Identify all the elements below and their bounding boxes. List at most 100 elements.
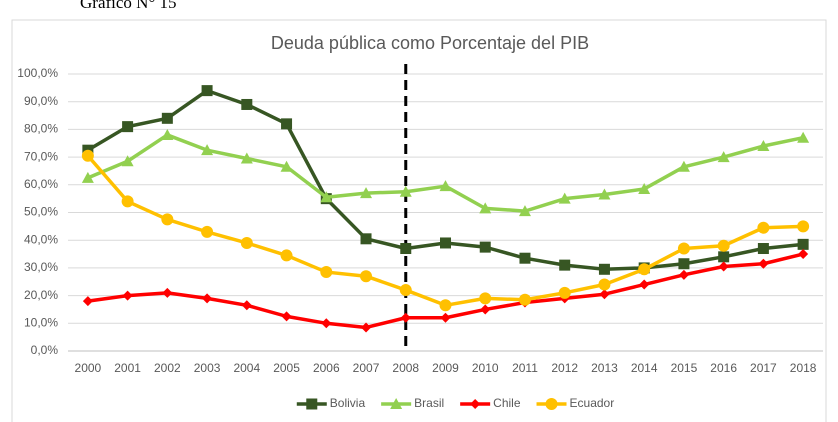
x-tick-label: 2009 xyxy=(432,361,459,375)
marker xyxy=(439,180,452,192)
y-tick-label: 0,0% xyxy=(31,343,59,357)
marker xyxy=(360,187,373,199)
y-tick-label: 10,0% xyxy=(24,315,58,329)
marker xyxy=(399,185,412,197)
marker xyxy=(470,399,481,409)
marker xyxy=(81,171,94,183)
marker xyxy=(638,182,651,194)
x-tick-label: 2013 xyxy=(591,361,618,375)
marker xyxy=(281,311,292,322)
marker xyxy=(82,296,93,307)
marker xyxy=(241,300,252,311)
y-tick-label: 90,0% xyxy=(24,94,58,108)
marker xyxy=(280,160,293,172)
marker xyxy=(479,202,492,214)
marker xyxy=(280,249,293,262)
marker xyxy=(121,155,134,167)
marker xyxy=(598,263,610,275)
y-tick-label: 80,0% xyxy=(24,122,58,136)
marker xyxy=(518,293,531,306)
y-tick-label: 60,0% xyxy=(24,177,58,191)
marker xyxy=(717,239,730,252)
legend-label: Bolivia xyxy=(330,396,366,410)
marker xyxy=(306,398,318,410)
x-tick-label: 2015 xyxy=(671,361,698,375)
marker xyxy=(400,243,412,255)
y-tick-label: 20,0% xyxy=(24,288,58,302)
marker xyxy=(797,131,810,143)
marker xyxy=(558,192,571,204)
marker xyxy=(757,221,770,234)
y-tick-label: 70,0% xyxy=(24,149,58,163)
legend-label: Chile xyxy=(493,396,521,410)
marker xyxy=(599,289,610,300)
marker xyxy=(677,160,690,172)
marker xyxy=(240,236,253,249)
x-tick-label: 2008 xyxy=(392,361,419,375)
marker xyxy=(400,312,411,323)
marker xyxy=(122,121,134,133)
marker xyxy=(545,398,558,410)
x-tick-label: 2017 xyxy=(750,361,777,375)
caption: Gráfico N° 15 xyxy=(80,0,177,12)
marker xyxy=(161,112,173,124)
x-tick-label: 2014 xyxy=(631,361,658,375)
marker xyxy=(479,292,492,305)
marker xyxy=(798,249,809,260)
marker xyxy=(440,237,451,249)
marker xyxy=(559,259,571,271)
marker xyxy=(360,270,373,283)
x-tick-label: 2001 xyxy=(114,361,141,375)
marker xyxy=(202,293,213,304)
marker xyxy=(678,269,689,280)
marker xyxy=(797,238,809,250)
marker xyxy=(558,286,571,299)
x-tick-label: 2007 xyxy=(353,361,380,375)
legend: Bolivia Brasil Chile Ecuador xyxy=(296,396,615,410)
x-tick-label: 2010 xyxy=(472,361,499,375)
y-tick-label: 100,0% xyxy=(17,66,58,80)
legend-label: Ecuador xyxy=(570,396,615,410)
marker xyxy=(677,242,690,255)
marker xyxy=(678,258,690,270)
marker xyxy=(360,233,372,245)
marker xyxy=(320,266,333,279)
marker xyxy=(638,263,651,276)
marker xyxy=(201,85,213,97)
marker xyxy=(439,299,452,312)
x-tick-label: 2003 xyxy=(194,361,221,375)
marker xyxy=(757,243,769,255)
x-tick-label: 2012 xyxy=(551,361,578,375)
marker xyxy=(758,258,769,269)
marker xyxy=(518,205,531,217)
marker xyxy=(390,398,403,409)
y-tick-label: 30,0% xyxy=(24,260,58,274)
y-tick-label: 40,0% xyxy=(24,232,58,246)
marker xyxy=(639,279,650,290)
marker xyxy=(240,152,253,164)
marker xyxy=(201,144,214,156)
legend-label: Brasil xyxy=(414,396,444,410)
x-tick-label: 2002 xyxy=(154,361,181,375)
marker xyxy=(201,225,214,238)
x-tick-label: 2000 xyxy=(75,361,102,375)
marker xyxy=(81,149,94,162)
marker xyxy=(479,241,491,253)
marker xyxy=(757,140,770,152)
marker xyxy=(480,304,491,315)
marker xyxy=(161,213,174,226)
marker xyxy=(519,252,531,264)
marker xyxy=(797,220,810,233)
marker xyxy=(281,118,293,130)
marker xyxy=(598,188,611,200)
x-tick-label: 2005 xyxy=(273,361,300,375)
x-tick-label: 2016 xyxy=(710,361,737,375)
chart-frame xyxy=(11,19,827,422)
marker xyxy=(717,151,730,163)
marker xyxy=(361,322,372,333)
marker xyxy=(320,191,333,203)
y-tick-label: 50,0% xyxy=(24,205,58,219)
marker xyxy=(718,261,729,272)
x-tick-label: 2018 xyxy=(790,361,817,375)
